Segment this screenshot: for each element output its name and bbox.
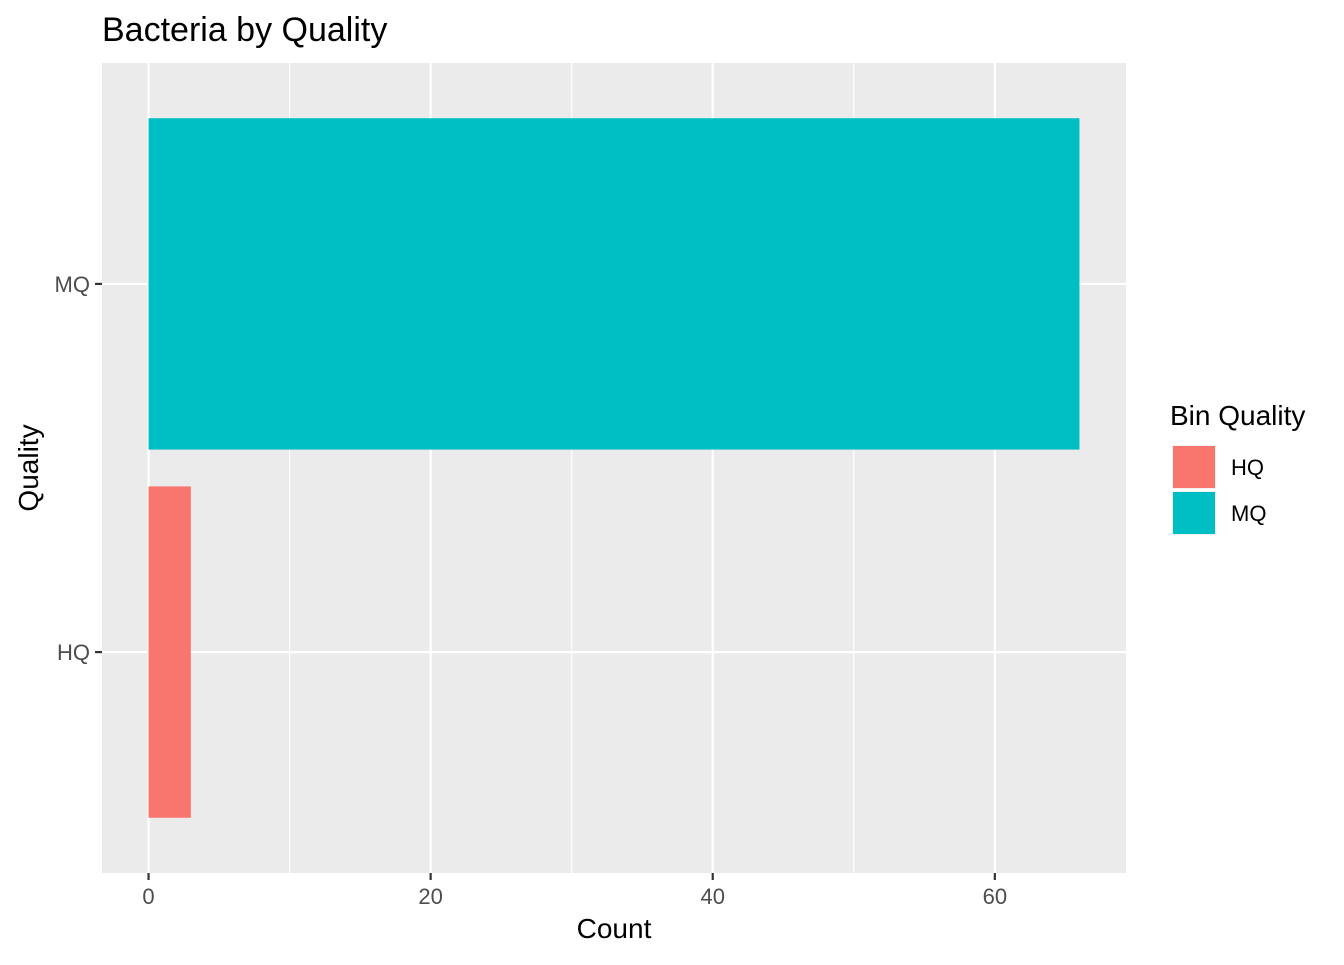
bar-mq bbox=[148, 118, 1080, 450]
bars bbox=[148, 118, 1080, 818]
chart-title: Bacteria by Quality bbox=[102, 11, 387, 49]
y-tick-label: MQ bbox=[55, 272, 90, 297]
bar-hq bbox=[148, 486, 191, 818]
x-tick-label: 0 bbox=[142, 884, 154, 909]
legend-label-hq: HQ bbox=[1231, 455, 1264, 480]
axes: 0 20 40 60 HQ MQ bbox=[55, 272, 1008, 909]
y-axis-title: Quality bbox=[13, 424, 44, 511]
legend-items: HQ MQ bbox=[1172, 445, 1266, 535]
legend-label-mq: MQ bbox=[1231, 501, 1266, 526]
x-tick-label: 40 bbox=[700, 884, 724, 909]
legend: Bin Quality HQ MQ bbox=[1170, 400, 1305, 535]
x-tick-label: 60 bbox=[983, 884, 1007, 909]
legend-title: Bin Quality bbox=[1170, 400, 1305, 431]
legend-swatch-hq bbox=[1173, 446, 1215, 488]
y-tick-label: HQ bbox=[57, 640, 90, 665]
x-axis-title: Count bbox=[577, 913, 652, 944]
x-tick-label: 20 bbox=[418, 884, 442, 909]
legend-swatch-mq bbox=[1173, 492, 1215, 534]
